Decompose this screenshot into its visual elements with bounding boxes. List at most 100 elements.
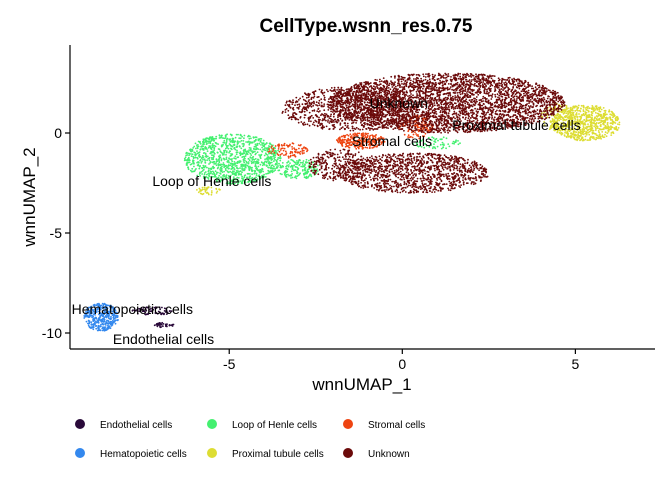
data-point (442, 136, 445, 139)
data-point (599, 110, 602, 113)
data-point (420, 77, 422, 80)
data-point (291, 166, 294, 169)
data-point (90, 305, 93, 308)
data-point (263, 173, 265, 176)
data-point (546, 112, 549, 115)
data-point (274, 163, 277, 166)
data-point (211, 154, 214, 157)
data-point (264, 152, 267, 155)
data-point (598, 117, 601, 120)
data-point (231, 145, 234, 148)
data-point (466, 92, 468, 94)
data-point (304, 169, 306, 172)
data-point (212, 143, 214, 145)
data-point (225, 143, 227, 146)
data-point (267, 151, 270, 153)
data-point (598, 114, 600, 117)
data-point (459, 142, 461, 145)
data-point (169, 310, 171, 312)
data-point (94, 308, 97, 311)
data-point (257, 138, 260, 141)
data-point (281, 162, 284, 164)
data-point (607, 130, 610, 133)
data-point (308, 163, 311, 166)
data-point (597, 119, 599, 122)
data-point (602, 128, 605, 131)
data-point (225, 156, 228, 159)
data-point (258, 154, 260, 156)
series-hematopoietic-cells (83, 302, 119, 332)
data-point (337, 137, 340, 140)
data-point (163, 310, 166, 312)
data-point (260, 138, 263, 140)
data-point (555, 97, 558, 100)
data-point (233, 161, 236, 163)
data-point (592, 129, 595, 132)
data-point (244, 164, 247, 167)
data-point (242, 145, 245, 148)
data-point (502, 89, 504, 91)
data-point (192, 157, 195, 160)
data-point (151, 306, 154, 309)
data-point (247, 134, 250, 137)
data-point (223, 170, 226, 173)
data-point (579, 139, 581, 142)
data-point (257, 165, 260, 168)
data-point (250, 168, 253, 171)
data-point (270, 152, 273, 154)
data-point (83, 317, 86, 319)
data-point (588, 114, 591, 117)
data-point (501, 96, 504, 98)
data-point (453, 142, 455, 145)
data-point (165, 313, 168, 315)
data-point (285, 165, 287, 168)
data-point (200, 157, 203, 160)
data-point (302, 149, 305, 152)
data-point (114, 308, 116, 311)
data-point (433, 128, 436, 131)
data-point (606, 122, 609, 124)
data-point (268, 164, 271, 167)
data-point (238, 160, 241, 162)
data-point (270, 159, 273, 162)
data-point (116, 319, 119, 322)
data-point (145, 309, 148, 312)
data-point (201, 193, 204, 196)
data-point (203, 173, 206, 176)
data-point (208, 172, 211, 175)
data-point (241, 166, 244, 168)
data-point (447, 128, 450, 130)
data-point (228, 151, 231, 154)
data-point (409, 79, 412, 82)
data-point (221, 177, 224, 180)
data-point (248, 137, 251, 140)
data-point (236, 176, 239, 179)
data-point (287, 157, 290, 159)
data-point (464, 105, 467, 107)
data-point (231, 141, 234, 144)
data-point (433, 143, 435, 146)
data-point (398, 128, 400, 131)
data-point (467, 96, 470, 99)
data-point (452, 95, 454, 98)
data-point (285, 154, 287, 156)
data-point (240, 147, 243, 150)
data-point (261, 164, 264, 167)
data-point (108, 304, 111, 307)
data-point (292, 165, 294, 167)
data-point (596, 112, 599, 115)
data-point (607, 117, 609, 119)
data-point (423, 146, 426, 149)
data-point (93, 319, 96, 322)
data-point (214, 170, 217, 173)
data-point (94, 314, 96, 316)
data-point (142, 306, 145, 309)
data-point (266, 158, 269, 161)
data-point (185, 152, 188, 155)
data-point (243, 144, 245, 146)
data-point (247, 161, 250, 163)
data-point (246, 176, 249, 179)
data-point (295, 163, 297, 166)
data-point (604, 109, 607, 112)
data-point (586, 114, 589, 117)
